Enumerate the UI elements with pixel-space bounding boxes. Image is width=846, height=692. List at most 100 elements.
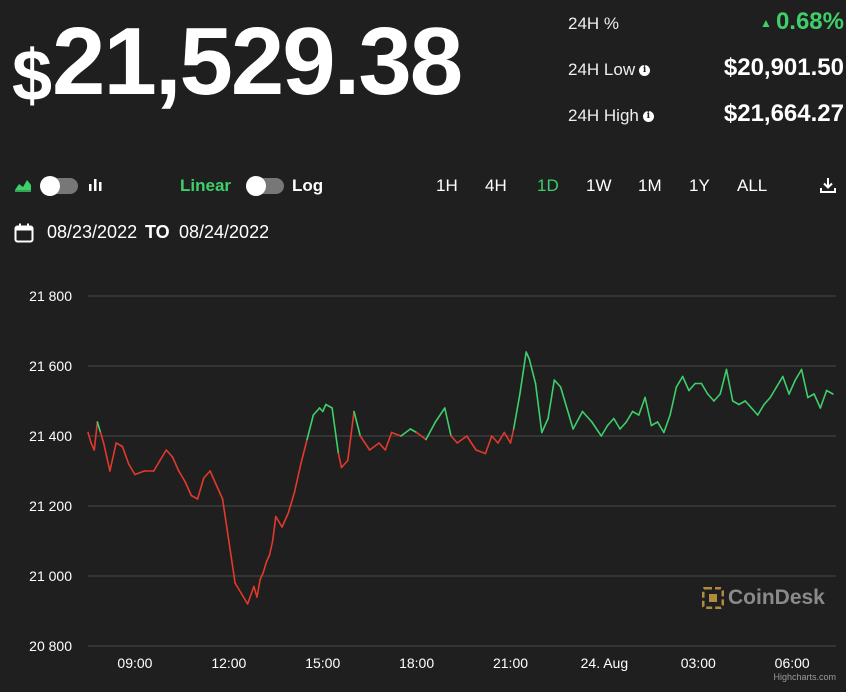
chart-grid <box>88 295 836 647</box>
up-arrow-icon: ▲ <box>760 15 772 30</box>
price-line-segment <box>484 435 493 455</box>
price-line-segment <box>519 372 524 395</box>
price-line-segment <box>152 459 161 472</box>
price-line-segment <box>331 407 340 455</box>
price-line-segment <box>656 421 665 434</box>
price-line-segment <box>800 368 809 399</box>
price-line-segment <box>246 585 255 605</box>
price-line-segment <box>512 410 518 430</box>
x-tick-label: 15:00 <box>305 655 340 671</box>
price-line-segment <box>425 421 437 441</box>
price-value: 21,529.38 <box>52 8 463 115</box>
scale-toggle[interactable] <box>246 176 284 196</box>
price-line-segment <box>719 368 728 395</box>
price-line-segment <box>663 414 671 434</box>
y-tick-label: 20 800 <box>29 638 72 654</box>
scale-log-option[interactable]: Log <box>292 176 324 195</box>
range-1h-button[interactable]: 1H <box>436 176 458 195</box>
price-line-segment <box>819 389 828 409</box>
price-line-segment <box>121 445 130 465</box>
low-label: 24H Low i <box>568 60 651 80</box>
price-line-segment <box>681 375 690 392</box>
price-line-segment <box>631 410 640 416</box>
price-line-segment <box>400 428 412 437</box>
price-line-segment <box>256 578 261 598</box>
price-line-segment <box>775 375 784 388</box>
price-line-segment <box>456 435 468 444</box>
date-to-label: TO <box>145 222 170 242</box>
high-label: 24H High i <box>568 106 654 126</box>
range-1y-button[interactable]: 1Y <box>689 176 710 195</box>
range-1w-button[interactable]: 1W <box>586 176 612 195</box>
price-line-segment <box>337 452 343 469</box>
price-line-segment <box>190 494 199 500</box>
coindesk-logo-text: CoinDesk <box>728 586 825 609</box>
price-line-segment <box>96 421 102 434</box>
price-line-segment <box>202 470 211 479</box>
range-1m-button[interactable]: 1M <box>638 176 662 195</box>
price-line-segment <box>378 442 387 451</box>
scale-linear-option[interactable]: Linear <box>180 176 232 195</box>
x-tick-label: 03:00 <box>681 655 716 671</box>
price-line-segment <box>281 512 290 528</box>
price-line-segment <box>271 515 277 542</box>
high-row: 24H High i $21,664.27 <box>568 100 844 146</box>
download-icon[interactable] <box>819 176 837 194</box>
low-row: 24H Low i $20,901.50 <box>568 54 844 100</box>
price-line-segment <box>443 407 452 437</box>
price-line-segment <box>763 396 772 406</box>
range-4h-button[interactable]: 4H <box>485 176 507 195</box>
y-axis: 20 800 21 000 21 200 21 400 21 600 21 800 <box>29 288 72 654</box>
calendar-icon[interactable] <box>14 223 34 243</box>
price-series[interactable] <box>87 351 834 605</box>
range-1d-button[interactable]: 1D <box>537 176 559 195</box>
y-tick-label: 21 000 <box>29 568 72 584</box>
price-line-segment <box>625 410 634 423</box>
price-line-segment <box>794 368 803 381</box>
price-line-segment <box>340 459 349 469</box>
x-tick-label: 21:00 <box>493 655 528 671</box>
x-tick-label: 06:00 <box>775 655 810 671</box>
price-line-segment <box>353 410 362 437</box>
chart-type-toggle[interactable] <box>40 176 78 196</box>
price-line-segment <box>325 403 333 409</box>
date-from-input[interactable]: 08/23/2022 <box>47 222 138 242</box>
date-to-input[interactable]: 08/24/2022 <box>179 222 268 242</box>
price-line-segment <box>509 428 515 444</box>
price-line-segment <box>262 561 268 574</box>
price-line-segment <box>306 414 315 441</box>
price-line-segment <box>346 410 355 462</box>
price-line-segment <box>581 410 593 423</box>
y-tick-label: 21 400 <box>29 428 72 444</box>
price-line-segment <box>788 379 797 395</box>
highcharts-credit[interactable]: Highcharts.com <box>773 672 836 682</box>
price-line-segment <box>731 400 740 406</box>
change-percent: 0.68% <box>775 8 844 35</box>
price-line-segment <box>184 480 193 497</box>
price-line-segment <box>415 431 427 441</box>
info-icon[interactable]: i <box>639 64 651 76</box>
price-line-segment <box>738 400 747 406</box>
price-line-segment <box>547 379 556 420</box>
change-value: ▲ 0.68% <box>760 8 844 36</box>
candlestick-chart-icon[interactable] <box>88 176 104 192</box>
y-tick-label: 21 600 <box>29 358 72 374</box>
price-line-segment <box>781 375 790 395</box>
price-line-segment <box>566 407 574 430</box>
price-line-segment <box>706 393 715 402</box>
price-line-segment <box>312 407 321 416</box>
info-icon[interactable]: i <box>642 110 654 122</box>
range-all-button[interactable]: ALL <box>737 176 768 195</box>
price-line-segment <box>688 382 696 392</box>
price-line-segment <box>769 386 778 399</box>
price-line-segment <box>265 554 271 563</box>
price-line-segment <box>525 351 531 360</box>
price-line-segment <box>409 428 418 434</box>
price-line-segment <box>159 449 168 462</box>
price-line-segment <box>196 477 205 500</box>
area-chart-icon[interactable] <box>14 176 32 192</box>
price-line-segment <box>171 456 180 472</box>
coindesk-logo-icon <box>702 587 724 609</box>
x-tick-label: 18:00 <box>399 655 434 671</box>
price-line-segment <box>612 417 621 430</box>
